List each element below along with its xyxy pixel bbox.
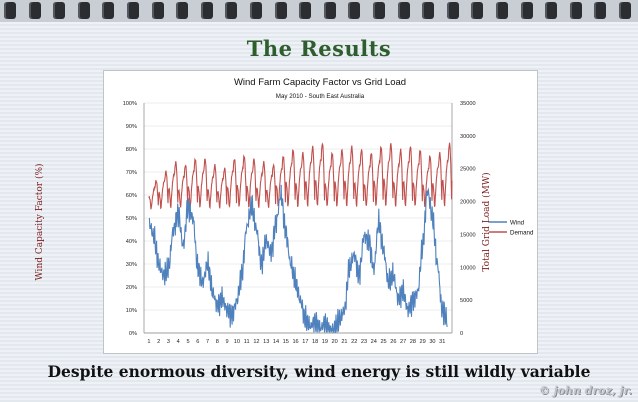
binding-ring — [250, 2, 262, 19]
x-tick-label: 3 — [167, 339, 170, 345]
x-tick-label: 21 — [341, 339, 347, 345]
wind-series-line — [148, 184, 448, 334]
binding-ring — [299, 2, 312, 19]
y-left-tick-label: 0% — [129, 331, 137, 337]
y-left-tick-label: 60% — [126, 193, 137, 199]
chart-svg: Wind Farm Capacity Factor vs Grid Load M… — [123, 77, 534, 345]
binding-ring — [200, 2, 213, 19]
binding-ring — [373, 2, 385, 19]
y-right-tick-label: 5000 — [460, 298, 472, 304]
x-tick-label: 1 — [147, 339, 150, 345]
x-tick-label: 4 — [177, 339, 180, 345]
y-left-tick-label: 90% — [126, 124, 137, 130]
binding-ring — [594, 2, 607, 19]
x-tick-label: 23 — [361, 339, 367, 345]
binding-ring — [569, 2, 582, 19]
y-right-tick-label: 25000 — [460, 167, 476, 173]
legend: Wind Demand — [489, 220, 534, 237]
binding-ring — [520, 2, 533, 19]
y-left-tick-label: 40% — [126, 239, 137, 245]
binding-ring — [77, 2, 90, 19]
x-tick-label: 7 — [206, 339, 209, 345]
binding-ring — [323, 2, 336, 19]
x-tick-label: 27 — [400, 339, 406, 345]
binding-ring — [397, 2, 410, 19]
binding-ring — [127, 2, 139, 19]
y-axis-left-label: Wind Capacity Factor (%) — [35, 163, 45, 281]
x-tick-label: 10 — [234, 339, 240, 345]
binding-ring — [28, 2, 41, 19]
x-tick-label: 26 — [390, 339, 396, 345]
x-tick-label: 31 — [439, 339, 445, 345]
y-left-tick-label: 10% — [126, 308, 137, 314]
x-tick-label: 5 — [186, 339, 189, 345]
binding-ring — [274, 2, 287, 19]
binding-ring — [176, 2, 189, 19]
x-tick-label: 8 — [216, 339, 219, 345]
x-ticks: 1 2 3 4 5 6 7 8 9 10 11 12 13 14 15 16 17 18 19 20 21 22 23 24 2… — [147, 339, 445, 345]
notebook-binding — [0, 0, 638, 22]
binding-ring — [422, 2, 435, 19]
x-tick-label: 12 — [253, 339, 259, 345]
y-axis-right-label: Total Grid Load (MW) — [482, 172, 492, 272]
x-tick-label: 29 — [420, 339, 426, 345]
y-right-tick-label: 35000 — [460, 101, 476, 107]
author-credit: © john droz, jr. — [538, 384, 632, 397]
x-tick-label: 22 — [351, 339, 357, 345]
legend-wind-label: Wind — [510, 220, 525, 227]
chart-subtitle: May 2010 - South East Australia — [276, 93, 365, 100]
y-left-tick-label: 80% — [126, 147, 137, 153]
y-left-tick-label: 100% — [123, 101, 137, 107]
binding-ring — [619, 2, 631, 19]
slide-caption: Despite enormous diversity, wind energy … — [47, 362, 591, 381]
x-tick-label: 18 — [312, 339, 318, 345]
x-tick-label: 6 — [196, 339, 199, 345]
y-right-tick-label: 0 — [460, 331, 463, 337]
x-tick-label: 14 — [273, 339, 279, 345]
x-tick-label: 25 — [380, 339, 386, 345]
y-left-tick-label: 50% — [126, 216, 137, 222]
x-tick-label: 13 — [263, 339, 269, 345]
binding-ring — [151, 2, 164, 19]
chart-panel: Wind Farm Capacity Factor vs Grid Load M… — [103, 70, 538, 354]
y-left-ticks: 0% 10% 20% 30% 40% 50% 60% 70% 80% 90% 100% — [123, 101, 137, 337]
binding-ring — [53, 2, 66, 19]
x-tick-label: 28 — [410, 339, 416, 345]
binding-ring — [545, 2, 558, 19]
y-left-tick-label: 20% — [126, 285, 137, 291]
x-tick-label: 11 — [244, 339, 250, 345]
legend-demand-label: Demand — [510, 230, 534, 237]
x-tick-label: 30 — [429, 339, 435, 345]
x-tick-label: 19 — [322, 339, 328, 345]
x-tick-label: 15 — [283, 339, 289, 345]
demand-series-line — [148, 142, 453, 210]
y-right-tick-label: 10000 — [460, 265, 476, 271]
chart-title: Wind Farm Capacity Factor vs Grid Load — [234, 77, 406, 88]
slide-title: The Results — [246, 36, 392, 61]
binding-ring — [102, 2, 115, 19]
x-tick-label: 17 — [302, 339, 308, 345]
binding-ring — [225, 2, 238, 19]
binding-ring — [496, 2, 508, 19]
x-tick-label: 16 — [292, 339, 298, 345]
y-left-tick-label: 70% — [126, 170, 137, 176]
binding-ring — [446, 2, 459, 19]
x-tick-label: 24 — [371, 339, 377, 345]
x-tick-label: 9 — [226, 339, 229, 345]
y-right-ticks: 0 5000 10000 15000 20000 25000 30000 35000 — [460, 101, 476, 337]
binding-ring — [348, 2, 361, 19]
binding-ring — [4, 2, 16, 19]
y-right-tick-label: 15000 — [460, 232, 476, 238]
y-left-tick-label: 30% — [126, 262, 137, 268]
x-tick-label: 20 — [332, 339, 338, 345]
x-tick-label: 2 — [157, 339, 160, 345]
y-right-tick-label: 30000 — [460, 134, 476, 140]
binding-ring — [471, 2, 484, 19]
y-right-tick-label: 20000 — [460, 200, 476, 206]
